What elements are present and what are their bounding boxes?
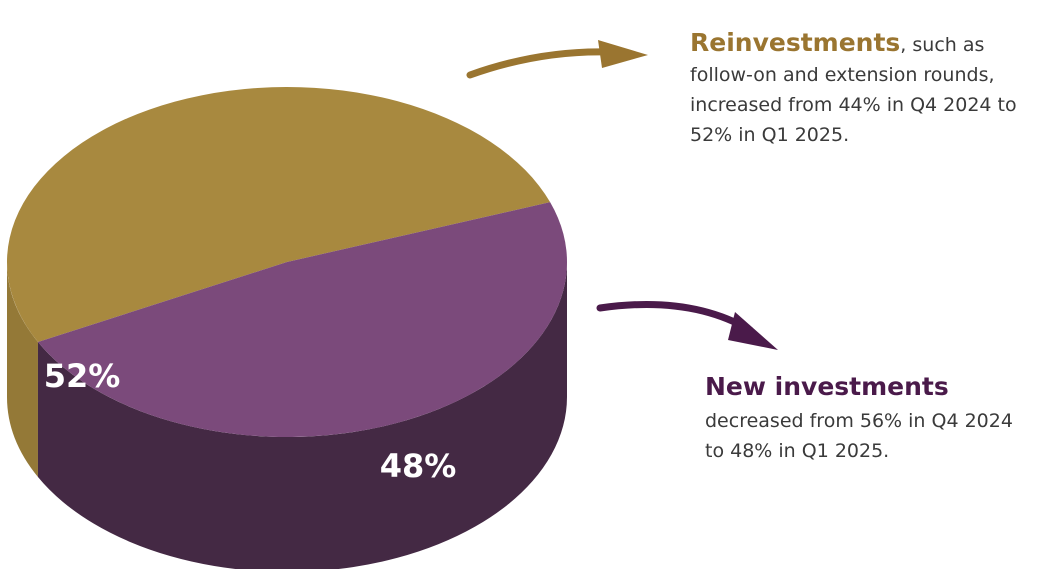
value-label: 48% xyxy=(380,447,457,485)
pie-side xyxy=(7,262,38,477)
category-heading: Reinvestments xyxy=(690,28,901,57)
pie-side xyxy=(37,262,567,569)
value-label: 52% xyxy=(44,357,121,395)
pie-slice xyxy=(7,87,551,342)
arrow xyxy=(466,48,614,79)
arrow-head xyxy=(728,312,778,350)
arrow-head xyxy=(598,40,648,68)
annotation-text: , such as follow-on and extension rounds… xyxy=(690,34,1017,146)
annotation: New investments decreased from 56% in Q4… xyxy=(705,372,1015,466)
annotation: Reinvestments, such as follow-on and ext… xyxy=(690,28,1050,150)
category-heading: New investments xyxy=(705,372,949,401)
pie: 52% 48% xyxy=(7,87,568,569)
annotation-text: decreased from 56% in Q4 2024 to 48% in … xyxy=(705,410,1013,462)
arrow xyxy=(596,301,754,334)
pie-slice xyxy=(37,202,568,438)
